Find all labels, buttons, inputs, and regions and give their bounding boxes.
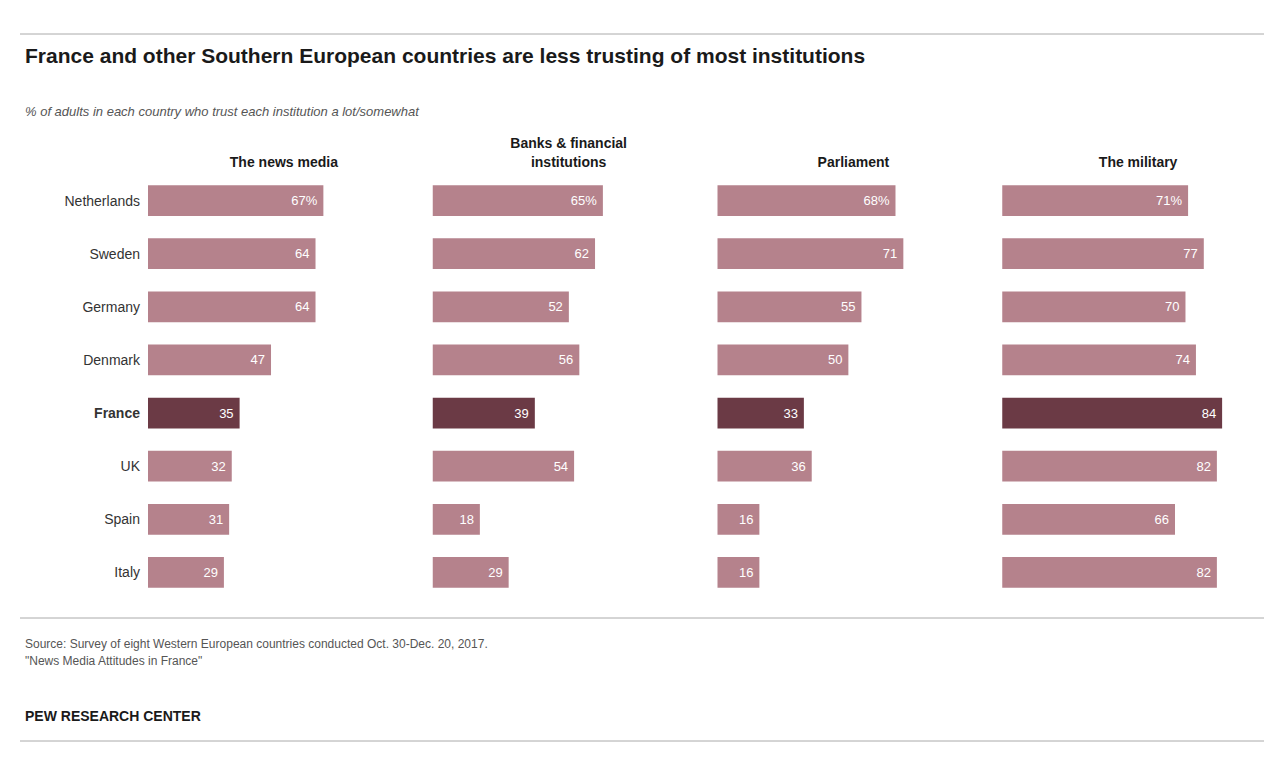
svg-text:France and other Southern Euro: France and other Southern European count…	[25, 44, 865, 67]
svg-text:31: 31	[209, 512, 223, 527]
svg-text:29: 29	[488, 565, 502, 580]
svg-text:% of adults in each country wh: % of adults in each country who trust ea…	[25, 104, 420, 119]
svg-text:74: 74	[1175, 352, 1189, 367]
svg-text:Spain: Spain	[104, 511, 140, 527]
svg-text:16: 16	[739, 512, 753, 527]
svg-text:55: 55	[841, 299, 855, 314]
svg-text:Banks & financial: Banks & financial	[510, 135, 627, 151]
svg-text:77: 77	[1183, 246, 1197, 261]
svg-text:68%: 68%	[863, 193, 889, 208]
svg-text:Source: Survey of eight Wester: Source: Survey of eight Western European…	[25, 637, 488, 651]
svg-text:Italy: Italy	[114, 564, 140, 580]
svg-text:47: 47	[251, 352, 265, 367]
svg-text:Sweden: Sweden	[89, 246, 140, 262]
svg-text:56: 56	[559, 352, 573, 367]
svg-text:Netherlands: Netherlands	[65, 193, 141, 209]
svg-text:Parliament: Parliament	[818, 154, 890, 170]
svg-text:29: 29	[203, 565, 217, 580]
svg-text:66: 66	[1155, 512, 1169, 527]
svg-text:82: 82	[1196, 565, 1210, 580]
svg-text:54: 54	[554, 459, 568, 474]
svg-text:institutions: institutions	[531, 154, 607, 170]
svg-text:84: 84	[1202, 406, 1216, 421]
svg-text:The news media: The news media	[230, 154, 338, 170]
svg-text:France: France	[94, 405, 140, 421]
svg-text:PEW RESEARCH CENTER: PEW RESEARCH CENTER	[25, 708, 201, 724]
svg-text:35: 35	[219, 406, 233, 421]
svg-text:70: 70	[1165, 299, 1179, 314]
svg-text:36: 36	[791, 459, 805, 474]
svg-text:50: 50	[828, 352, 842, 367]
svg-text:"News Media Attitudes in Franc: "News Media Attitudes in France"	[25, 654, 202, 668]
svg-text:64: 64	[295, 246, 309, 261]
svg-text:67%: 67%	[291, 193, 317, 208]
svg-text:Germany: Germany	[82, 299, 140, 315]
svg-text:71: 71	[883, 246, 897, 261]
svg-text:16: 16	[739, 565, 753, 580]
svg-text:64: 64	[295, 299, 309, 314]
svg-text:Denmark: Denmark	[83, 352, 141, 368]
svg-text:32: 32	[211, 459, 225, 474]
svg-text:18: 18	[459, 512, 473, 527]
svg-text:33: 33	[783, 406, 797, 421]
svg-text:82: 82	[1196, 459, 1210, 474]
svg-text:62: 62	[575, 246, 589, 261]
svg-text:52: 52	[548, 299, 562, 314]
svg-text:39: 39	[514, 406, 528, 421]
svg-text:65%: 65%	[571, 193, 597, 208]
svg-text:The military: The military	[1099, 154, 1178, 170]
svg-text:71%: 71%	[1156, 193, 1182, 208]
svg-text:UK: UK	[121, 458, 141, 474]
